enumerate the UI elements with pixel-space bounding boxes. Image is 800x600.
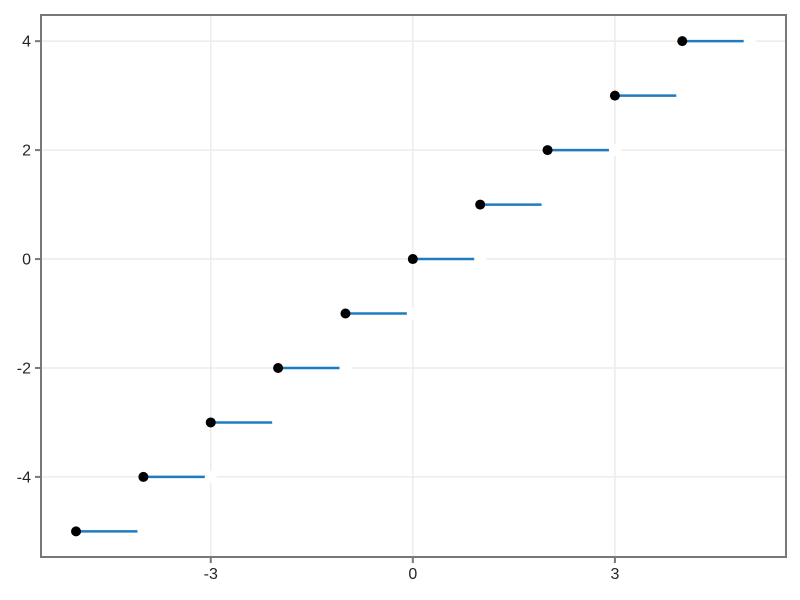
plot-frame [40,14,787,558]
y-tick-label: 0 [22,252,31,269]
data-point [205,417,216,428]
open-endpoint-marker [541,198,554,211]
data-point [138,471,149,482]
y-tick-label: -2 [17,360,31,377]
open-endpoint-marker [406,307,419,320]
data-point [677,36,688,47]
y-axis: -4 -2 0 2 4 [17,34,40,486]
marker-layer [71,36,688,537]
data-point [407,254,418,265]
open-endpoint-marker [608,144,621,157]
data-point [340,308,351,319]
data-point [273,362,284,373]
data-point [609,90,620,101]
y-tick-label: -4 [17,469,31,486]
y-tick-label: 2 [22,143,31,160]
open-endpoint-marker [137,525,150,538]
open-endpoint-marker [676,89,689,102]
open-endpoint-marker [339,361,352,374]
x-tick-label: 3 [610,566,619,583]
y-tick-label: 4 [22,34,31,51]
series-layer [76,39,750,533]
x-tick-label: -3 [204,566,218,583]
open-endpoint-marker [272,416,285,429]
open-endpoint-layer [137,35,756,538]
open-endpoint-marker [204,470,217,483]
x-axis: -3 0 3 [204,558,619,583]
x-tick-label: 0 [408,566,417,583]
open-endpoint-marker [474,253,487,266]
data-point [71,526,82,537]
open-endpoint-marker [743,35,756,48]
data-point [542,145,553,156]
data-point [475,199,486,210]
